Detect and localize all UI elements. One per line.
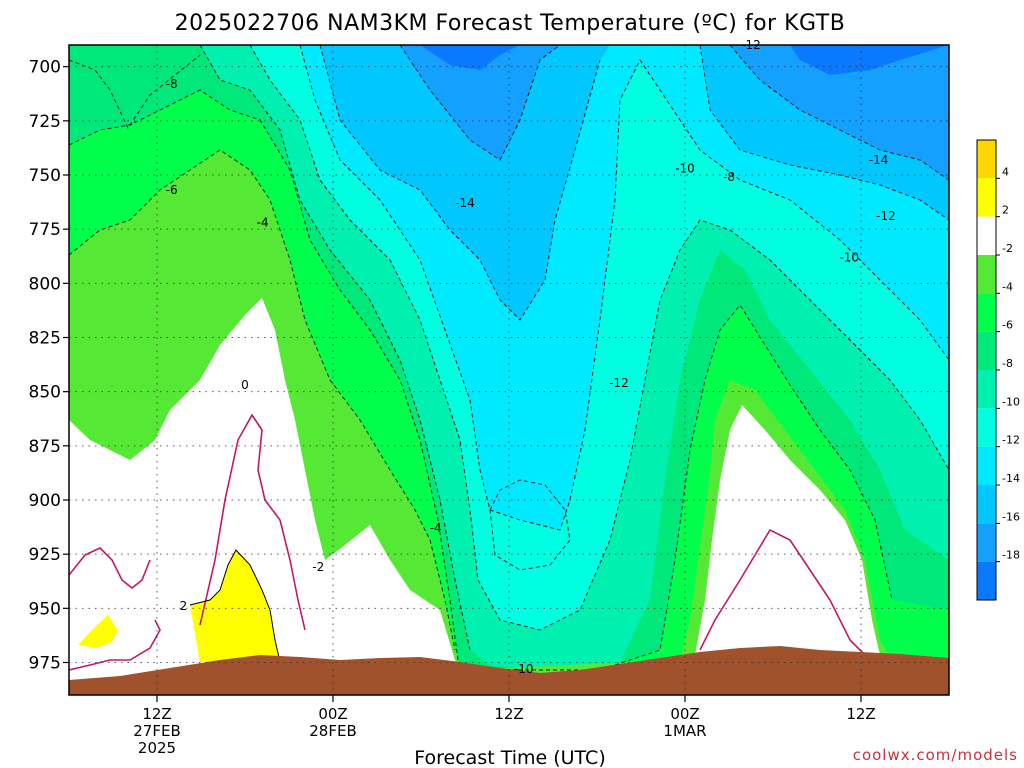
- y-tick-label: 775: [29, 220, 61, 240]
- colorbar-segment: [977, 178, 996, 217]
- contour-label: -8: [166, 77, 178, 91]
- credit-text: coolwx.com/models: [853, 746, 1018, 764]
- band-near-zero-left: [69, 298, 460, 680]
- warm-outline: [189, 549, 281, 663]
- colorbar-segment: [977, 446, 996, 485]
- colorbar-segment: [977, 216, 996, 255]
- colorbar-tick-label: -8: [1002, 357, 1013, 370]
- y-tick-label: 800: [29, 274, 61, 294]
- y-tick-label: 950: [29, 599, 61, 619]
- x-tick-label: 12Z: [142, 705, 171, 723]
- colorbar-segment: [977, 370, 996, 409]
- x-tick-label: 00Z: [670, 705, 699, 723]
- y-tick-label: 750: [29, 166, 61, 186]
- x-axis-label: Forecast Time (UTC): [414, 747, 605, 768]
- colorbar-segment: [977, 331, 996, 370]
- colorbar-segment: [977, 561, 996, 600]
- contour-label: -14: [869, 153, 889, 167]
- band-near-zero-right: [695, 405, 880, 655]
- colorbar-tick-label: -14: [1002, 472, 1020, 485]
- contour-label: -10: [514, 662, 534, 676]
- colorbar-segment: [977, 255, 996, 294]
- y-tick-label: 975: [29, 654, 61, 674]
- contour-label: -2: [312, 560, 324, 574]
- colorbar: 4 2 -2 -4 -6 -8 -10 -12 -14 -16 -18: [976, 139, 1020, 601]
- colorbar-segment: [977, 140, 996, 179]
- band-warm-small: [78, 615, 118, 648]
- colorbar-tick-label: -16: [1002, 510, 1020, 523]
- contour-label: -12: [876, 209, 896, 223]
- band-warm-2: [190, 550, 280, 662]
- colorbar-tick-label: -12: [1002, 434, 1020, 447]
- grid-lines: [69, 45, 949, 695]
- colorbar-tick-label: -4: [1002, 280, 1013, 293]
- y-tick-label: 925: [29, 545, 61, 565]
- y-tick-label: 900: [29, 491, 61, 511]
- y-tick-label: 725: [29, 112, 61, 132]
- y-tick-label: 875: [29, 437, 61, 457]
- y-axis: 700 725 750 775 800 825 850 875 900 925 950 975: [29, 58, 69, 674]
- x-tick-label: 12Z: [494, 705, 523, 723]
- plot-area: [69, 45, 949, 695]
- contour-label: -10: [675, 162, 695, 176]
- colorbar-tick-label: 2: [1002, 204, 1009, 217]
- colorbar-segment: [977, 293, 996, 332]
- y-tick-label: 700: [29, 58, 61, 78]
- contour-label: -14: [455, 196, 475, 210]
- chart-title: 2025022706 NAM3KM Forecast Temperature (…: [175, 11, 846, 36]
- contour-label: -4: [257, 216, 269, 230]
- contour-label: 0: [241, 378, 249, 392]
- colorbar-tick-label: -2: [1002, 242, 1013, 255]
- contour-labels: -8 -6 -4 0 2 -2 -4 -14 -12 -10 -12 -10 -8 -14 -12 -10: [166, 38, 896, 676]
- x-tick-date: 27FEB: [133, 722, 180, 740]
- colorbar-segment: [977, 408, 996, 447]
- x-tick-label: 00Z: [318, 705, 347, 723]
- contour-label: -4: [430, 521, 442, 535]
- x-tick-year: 2025: [138, 739, 176, 757]
- contour-label: -10: [839, 250, 859, 264]
- colorbar-segment: [977, 485, 996, 524]
- colorbar-segment: [977, 523, 996, 562]
- isotherm-lines: [69, 45, 949, 671]
- contour-label: -6: [166, 183, 178, 197]
- contour-label: 2: [180, 599, 188, 613]
- colorbar-tick-label: -10: [1002, 395, 1020, 408]
- x-tick-date: 1MAR: [663, 722, 706, 740]
- x-tick-date: 28FEB: [309, 722, 356, 740]
- colorbar-tick-label: 4: [1002, 165, 1009, 178]
- y-tick-label: 825: [29, 329, 61, 349]
- colorbar-tick-label: -6: [1002, 319, 1013, 332]
- contour-label: -8: [723, 170, 735, 184]
- contour-label: -12: [609, 376, 629, 390]
- colorbar-tick-label: -18: [1002, 549, 1020, 562]
- y-tick-label: 850: [29, 383, 61, 403]
- freezing-lines: [69, 413, 866, 671]
- x-tick-label: 12Z: [846, 705, 875, 723]
- contour-label: -12: [741, 38, 761, 52]
